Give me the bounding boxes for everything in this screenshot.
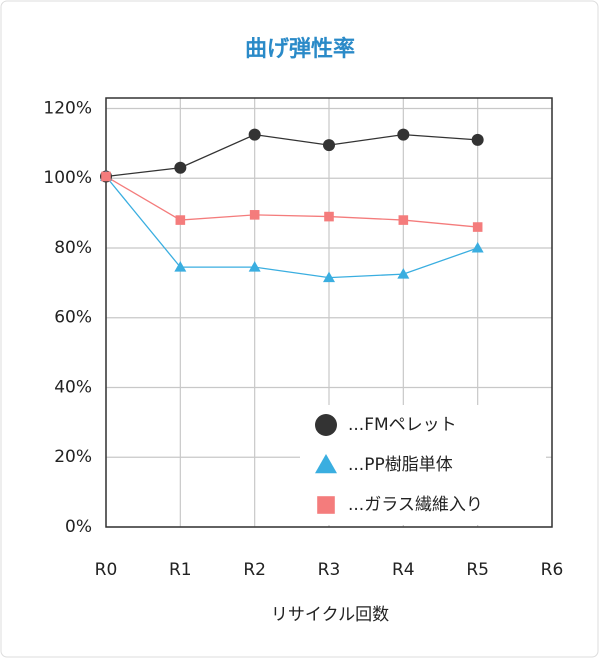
y-tick-label: 100% [43, 168, 92, 188]
series-line [105, 176, 478, 279]
x-axis-label: リサイクル回数 [271, 605, 389, 625]
marker [471, 241, 484, 253]
legend-label: ...PP樹脂単体 [348, 455, 453, 475]
y-tick-label: 80% [54, 238, 92, 258]
y-tick-label: 40% [54, 377, 92, 397]
y-tick-label: 120% [43, 98, 92, 118]
chart-title: 曲げ弾性率 [245, 36, 355, 62]
series-line [105, 133, 478, 178]
x-tick-label: R3 [318, 560, 341, 580]
marker [397, 128, 410, 141]
marker [174, 161, 187, 174]
y-tick-label: 0% [65, 517, 92, 537]
x-tick-label: R1 [169, 560, 192, 580]
marker [315, 414, 337, 436]
marker [317, 496, 335, 514]
y-tick-label: 60% [54, 308, 92, 328]
marker [249, 210, 260, 220]
marker [398, 215, 409, 225]
marker [101, 171, 111, 182]
marker [175, 215, 186, 225]
x-tick-label: R5 [466, 560, 489, 580]
marker [323, 139, 335, 152]
x-tick-label: R4 [392, 560, 415, 580]
plot-frame [105, 97, 553, 528]
x-tick-label: R0 [95, 560, 118, 580]
marker [472, 222, 483, 232]
legend-label: ...FMペレット [348, 415, 457, 435]
marker [397, 268, 410, 279]
marker [315, 454, 337, 474]
marker [471, 133, 484, 146]
marker [248, 128, 261, 141]
marker [323, 271, 335, 283]
x-tick-label: R6 [541, 560, 564, 580]
series-line [105, 175, 478, 228]
legend-box [300, 405, 546, 525]
marker [248, 261, 261, 272]
marker [324, 211, 334, 222]
marker [174, 261, 187, 272]
x-tick-label: R2 [243, 560, 266, 580]
legend-label: ...ガラス繊維入り [348, 495, 483, 515]
y-tick-label: 20% [54, 447, 92, 467]
